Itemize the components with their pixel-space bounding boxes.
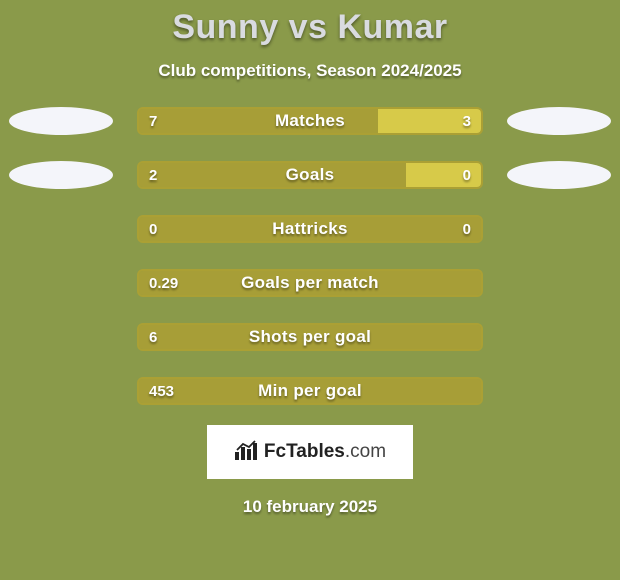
- stat-label: Hattricks: [139, 217, 481, 241]
- stat-row: Min per goal453: [0, 377, 620, 405]
- stat-row: Goals2 0: [0, 161, 620, 189]
- stat-bar: Min per goal453: [137, 377, 483, 405]
- fctables-logo: FcTables.com: [207, 425, 413, 479]
- stat-bar: Hattricks0 0: [137, 215, 483, 243]
- subtitle: Club competitions, Season 2024/2025: [0, 61, 620, 81]
- stat-value-right: 3: [463, 109, 471, 133]
- stat-row: Goals per match0.29: [0, 269, 620, 297]
- stat-value-right: 0: [463, 163, 471, 187]
- page-title: Sunny vs Kumar: [0, 0, 620, 47]
- stat-label: Goals: [139, 163, 481, 187]
- stat-bar: Goals per match0.29: [137, 269, 483, 297]
- stat-value-right: 0: [463, 217, 471, 241]
- stat-value-left: 453: [149, 379, 174, 403]
- spacer: [1, 337, 137, 338]
- spacer: [483, 283, 619, 284]
- stat-label: Goals per match: [139, 271, 481, 295]
- spacer: [1, 283, 137, 284]
- stat-value-left: 6: [149, 325, 157, 349]
- stat-row: Shots per goal6: [0, 323, 620, 351]
- stat-label: Min per goal: [139, 379, 481, 403]
- spacer: [1, 229, 137, 230]
- player-right-marker: [507, 107, 611, 135]
- stat-label: Shots per goal: [139, 325, 481, 349]
- stat-bar: Goals2 0: [137, 161, 483, 189]
- spacer: [483, 391, 619, 392]
- logo-brand: FcTables: [264, 441, 345, 463]
- chart-icon: [234, 440, 258, 465]
- stat-label: Matches: [139, 109, 481, 133]
- logo-suffix: .com: [345, 441, 386, 463]
- stat-bar: Matches7 3: [137, 107, 483, 135]
- spacer: [483, 229, 619, 230]
- stat-row: Matches7 3: [0, 107, 620, 135]
- stat-value-left: 7: [149, 109, 157, 133]
- spacer: [483, 337, 619, 338]
- logo-text: FcTables.com: [264, 441, 386, 463]
- date-line: 10 february 2025: [0, 497, 620, 517]
- stat-value-left: 0: [149, 217, 157, 241]
- stat-value-left: 0.29: [149, 271, 178, 295]
- stat-value-left: 2: [149, 163, 157, 187]
- stat-rows: Matches73Goals20Hattricks00Goals per mat…: [0, 107, 620, 405]
- player-left-marker: [9, 107, 113, 135]
- stat-row: Hattricks0 0: [0, 215, 620, 243]
- player-left-marker: [9, 161, 113, 189]
- spacer: [1, 391, 137, 392]
- player-right-marker: [507, 161, 611, 189]
- stat-bar: Shots per goal6: [137, 323, 483, 351]
